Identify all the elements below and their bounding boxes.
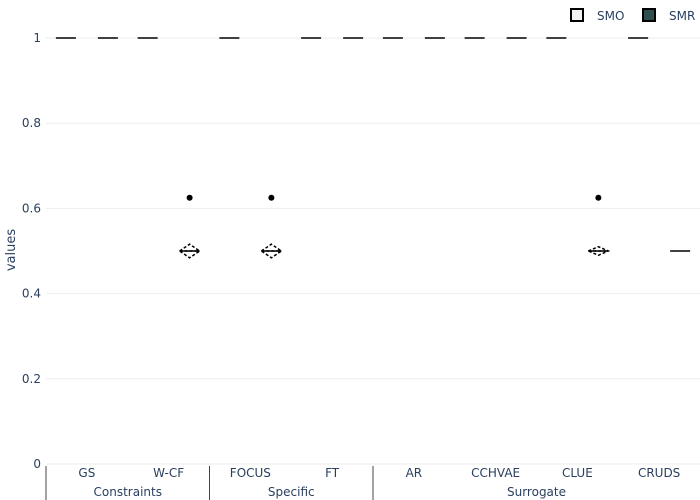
x-tick-label: FT <box>325 466 340 480</box>
y-tick-label: 0.8 <box>22 116 41 130</box>
y-tick-label: 1 <box>33 31 41 45</box>
box-traces <box>55 37 691 259</box>
box-smr-w-cf[interactable] <box>178 194 201 259</box>
x-tick-label: AR <box>406 466 423 480</box>
x-tick-label: CCHVAE <box>471 466 520 480</box>
y-tick-labels: 0 0.2 0.4 0.6 0.8 1 <box>22 31 41 471</box>
mean-sd-diamond <box>178 243 201 259</box>
x-tick-label: W-CF <box>153 466 184 480</box>
outlier-point <box>268 194 275 201</box>
x-tick-label: CLUE <box>562 466 593 480</box>
y-tick-label: 0.2 <box>22 372 41 386</box>
y-tick-label: 0 <box>33 457 41 471</box>
legend-swatch <box>570 8 584 22</box>
y-axis-title: values <box>4 229 19 272</box>
outlier-point <box>186 194 193 201</box>
box-smr-focus[interactable] <box>260 194 283 259</box>
outlier-point <box>595 194 602 201</box>
x-tick-label: CRUDS <box>638 466 680 480</box>
x-group-label: Constraints <box>94 485 162 499</box>
legend-item-smr[interactable]: SMR <box>642 8 695 23</box>
x-tick-label: GS <box>78 466 95 480</box>
mean-sd-diamond <box>260 243 283 259</box>
legend[interactable]: SMO SMR <box>570 8 695 23</box>
x-group-label: Surrogate <box>507 485 566 499</box>
x-tick-label: FOCUS <box>230 466 271 480</box>
y-tick-label: 0.6 <box>22 201 41 215</box>
y-tick-label: 0.4 <box>22 287 41 301</box>
mean-sd-diamond <box>586 245 611 257</box>
legend-label: SMR <box>669 9 695 23</box>
x-axis: GS W-CF FOCUS FT AR CCHVAE CLUE CRUDS Constraint… <box>45 466 680 500</box>
legend-label: SMO <box>597 9 624 23</box>
box-smr-clue[interactable] <box>586 194 611 257</box>
x-group-label: Specific <box>268 485 315 499</box>
legend-item-smo[interactable]: SMO <box>570 8 624 23</box>
legend-swatch <box>642 8 656 22</box>
